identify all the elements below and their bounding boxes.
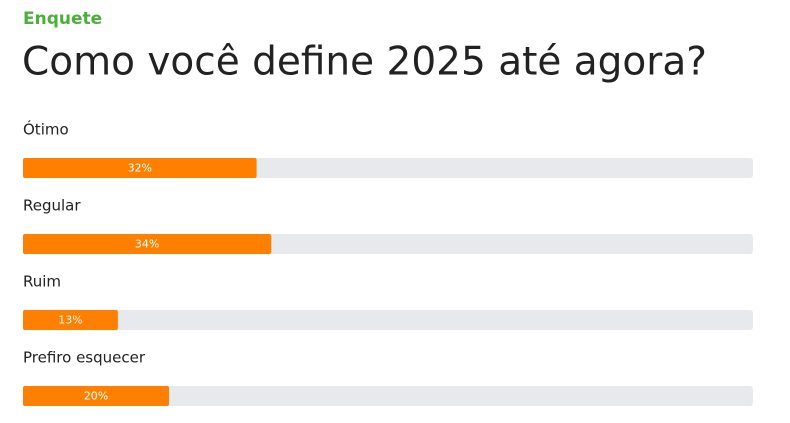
bar xyxy=(23,234,272,254)
option-label: Regular xyxy=(23,197,81,215)
option-label: Prefiro esquecer xyxy=(23,349,146,367)
bar xyxy=(23,386,169,406)
bar-track xyxy=(23,386,753,406)
value-label: 13% xyxy=(58,314,82,327)
value-label: 20% xyxy=(84,390,108,403)
kicker: Enquete xyxy=(23,9,102,29)
value-label: 32% xyxy=(128,162,152,175)
bar xyxy=(23,310,118,330)
value-label: 34% xyxy=(135,238,159,251)
option-label: Ótimo xyxy=(23,120,69,139)
poll-title: Como você define 2025 até agora? xyxy=(22,40,707,85)
bar-track xyxy=(23,310,753,330)
option-label: Ruim xyxy=(23,273,61,291)
bar xyxy=(23,158,257,178)
